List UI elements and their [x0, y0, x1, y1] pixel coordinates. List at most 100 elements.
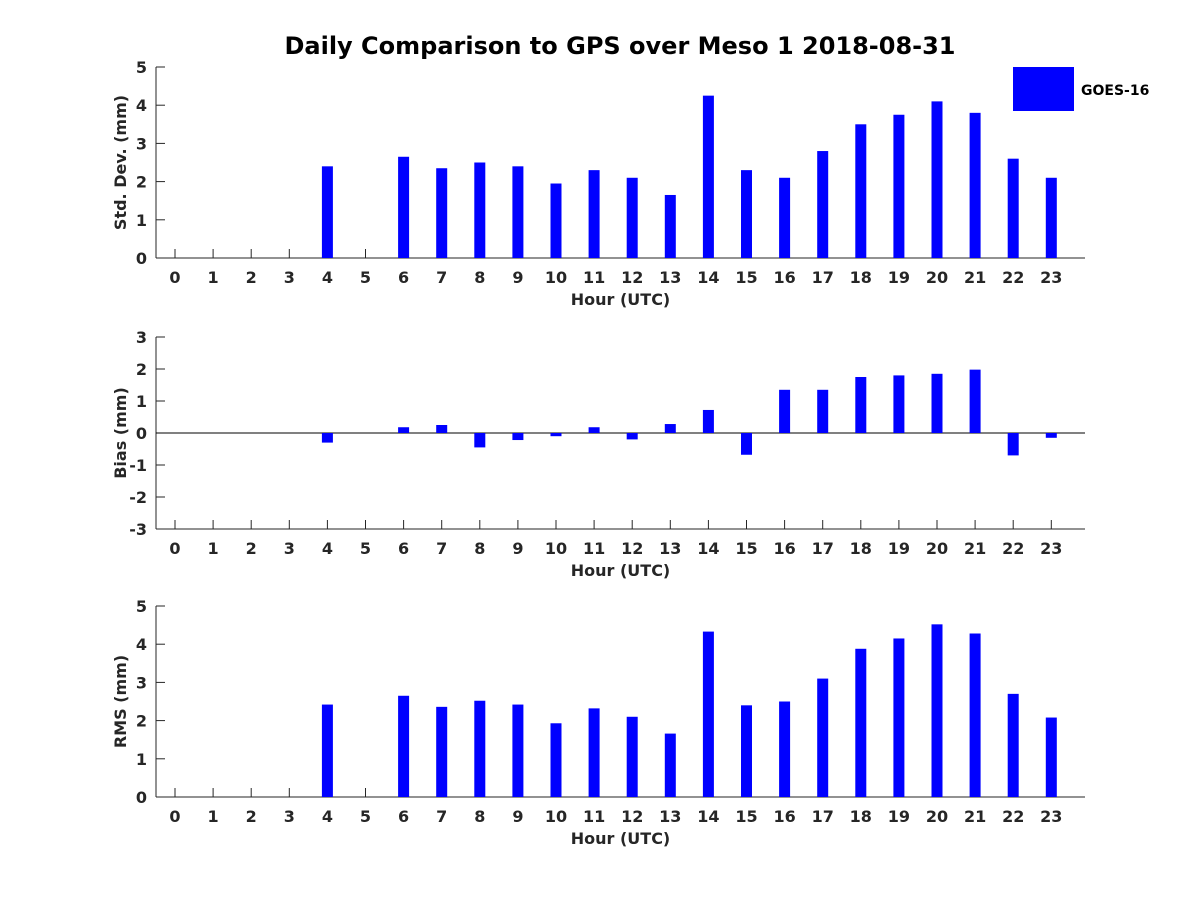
bar-stddev-16 — [779, 177, 791, 258]
x-tick-label: 2 — [246, 268, 257, 287]
x-tick-label: 9 — [512, 807, 523, 826]
bar-rms-11 — [588, 708, 600, 797]
x-tick-label: 0 — [169, 807, 180, 826]
x-tick-label: 12 — [621, 539, 643, 558]
x-tick-label: 3 — [284, 539, 295, 558]
bar-rms-14 — [702, 631, 714, 797]
bar-stddev-13 — [664, 194, 676, 258]
bar-bias-23 — [1045, 433, 1057, 438]
x-tick-label: 4 — [322, 539, 333, 558]
y-tick-label: 5 — [136, 597, 147, 616]
chart-title: Daily Comparison to GPS over Meso 1 2018… — [284, 32, 955, 60]
x-tick-label: 18 — [850, 807, 872, 826]
bar-bias-6 — [398, 427, 410, 433]
x-tick-label: 12 — [621, 268, 643, 287]
x-tick-label: 14 — [697, 268, 719, 287]
y-tick-label: 0 — [136, 424, 147, 443]
y-tick-label: 4 — [136, 96, 147, 115]
x-axis-label: Hour (UTC) — [571, 561, 671, 580]
x-tick-label: 11 — [583, 539, 605, 558]
x-tick-label: 15 — [735, 539, 757, 558]
x-tick-label: 4 — [322, 807, 333, 826]
bar-rms-8 — [474, 700, 486, 797]
bar-bias-21 — [969, 369, 981, 433]
y-tick-label: 1 — [136, 750, 147, 769]
x-tick-label: 1 — [208, 807, 219, 826]
x-tick-label: 22 — [1002, 807, 1024, 826]
x-tick-label: 16 — [773, 268, 795, 287]
x-tick-label: 5 — [360, 539, 371, 558]
bar-rms-10 — [550, 723, 562, 797]
bar-bias-19 — [893, 375, 905, 433]
x-tick-label: 6 — [398, 807, 409, 826]
bar-rms-22 — [1007, 693, 1019, 797]
x-tick-label: 19 — [888, 268, 910, 287]
bar-rms-18 — [855, 648, 867, 797]
bar-stddev-7 — [436, 168, 448, 258]
bar-rms-16 — [779, 701, 791, 797]
legend-label: GOES-16 — [1081, 83, 1149, 99]
bar-stddev-18 — [855, 124, 867, 258]
bar-bias-17 — [817, 389, 829, 433]
x-tick-label: 20 — [926, 539, 948, 558]
bar-bias-12 — [626, 433, 638, 440]
x-tick-label: 11 — [583, 807, 605, 826]
bar-bias-13 — [664, 424, 676, 433]
x-tick-label: 11 — [583, 268, 605, 287]
x-tick-label: 3 — [284, 807, 295, 826]
bar-rms-7 — [436, 706, 448, 797]
y-tick-label: 2 — [136, 712, 147, 731]
x-tick-label: 21 — [964, 268, 986, 287]
x-tick-label: 2 — [246, 807, 257, 826]
x-tick-label: 2 — [246, 539, 257, 558]
legend: GOES-16 — [1013, 67, 1149, 111]
x-tick-label: 10 — [545, 268, 567, 287]
x-tick-label: 18 — [850, 268, 872, 287]
bar-rms-17 — [817, 678, 829, 797]
y-axis-label: Std. Dev. (mm) — [111, 95, 130, 230]
x-tick-label: 14 — [697, 539, 719, 558]
bar-stddev-17 — [817, 151, 829, 258]
x-tick-label: 20 — [926, 807, 948, 826]
bar-stddev-21 — [969, 112, 981, 258]
bar-bias-8 — [474, 433, 486, 448]
bar-bias-9 — [512, 433, 524, 441]
x-tick-label: 23 — [1040, 807, 1062, 826]
y-tick-label: 2 — [136, 173, 147, 192]
x-tick-label: 1 — [208, 539, 219, 558]
bar-stddev-4 — [321, 166, 333, 258]
x-tick-label: 20 — [926, 268, 948, 287]
bar-stddev-15 — [741, 170, 752, 258]
y-tick-label: 2 — [136, 360, 147, 379]
x-tick-label: 5 — [360, 807, 371, 826]
bar-bias-20 — [931, 373, 943, 433]
bar-stddev-14 — [702, 95, 714, 259]
x-tick-label: 13 — [659, 807, 681, 826]
bar-rms-19 — [893, 638, 905, 797]
x-tick-label: 3 — [284, 268, 295, 287]
x-tick-label: 15 — [735, 268, 757, 287]
x-tick-label: 8 — [474, 268, 485, 287]
bar-stddev-20 — [931, 101, 943, 258]
x-tick-label: 16 — [773, 807, 795, 826]
y-tick-label: 3 — [136, 134, 147, 153]
y-tick-label: -1 — [129, 456, 147, 475]
y-tick-label: -2 — [129, 488, 147, 507]
bar-rms-20 — [931, 624, 943, 797]
x-tick-label: 21 — [964, 807, 986, 826]
bar-stddev-9 — [512, 166, 524, 258]
bar-stddev-23 — [1045, 177, 1057, 258]
bar-stddev-12 — [626, 177, 638, 258]
bar-bias-14 — [702, 409, 714, 433]
bar-bias-15 — [741, 433, 752, 455]
y-tick-label: 1 — [136, 211, 147, 230]
bar-rms-23 — [1045, 717, 1057, 797]
x-tick-label: 10 — [545, 807, 567, 826]
bar-bias-16 — [779, 389, 791, 433]
